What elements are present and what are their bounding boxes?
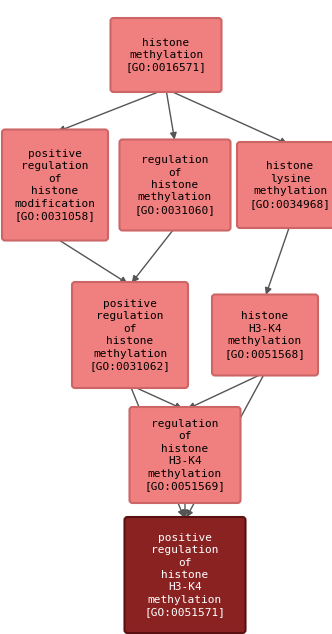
Text: regulation
of
histone
methylation
[GO:0031060]: regulation of histone methylation [GO:00… bbox=[134, 155, 215, 215]
FancyBboxPatch shape bbox=[72, 282, 188, 388]
FancyBboxPatch shape bbox=[212, 295, 318, 375]
Text: histone
H3-K4
methylation
[GO:0051568]: histone H3-K4 methylation [GO:0051568] bbox=[224, 311, 305, 359]
FancyBboxPatch shape bbox=[2, 129, 108, 240]
Text: positive
regulation
of
histone
modification
[GO:0031058]: positive regulation of histone modificat… bbox=[15, 149, 96, 221]
Text: histone
methylation
[GO:0016571]: histone methylation [GO:0016571] bbox=[125, 37, 207, 72]
FancyBboxPatch shape bbox=[124, 517, 245, 633]
Text: regulation
of
histone
H3-K4
methylation
[GO:0051569]: regulation of histone H3-K4 methylation … bbox=[144, 419, 225, 491]
Text: positive
regulation
of
histone
methylation
[GO:0031062]: positive regulation of histone methylati… bbox=[90, 299, 171, 371]
Text: histone
lysine
methylation
[GO:0034968]: histone lysine methylation [GO:0034968] bbox=[250, 162, 330, 209]
FancyBboxPatch shape bbox=[120, 139, 230, 231]
Text: positive
regulation
of
histone
H3-K4
methylation
[GO:0051571]: positive regulation of histone H3-K4 met… bbox=[144, 533, 225, 618]
FancyBboxPatch shape bbox=[111, 18, 221, 92]
FancyBboxPatch shape bbox=[129, 407, 240, 503]
FancyBboxPatch shape bbox=[237, 142, 332, 228]
